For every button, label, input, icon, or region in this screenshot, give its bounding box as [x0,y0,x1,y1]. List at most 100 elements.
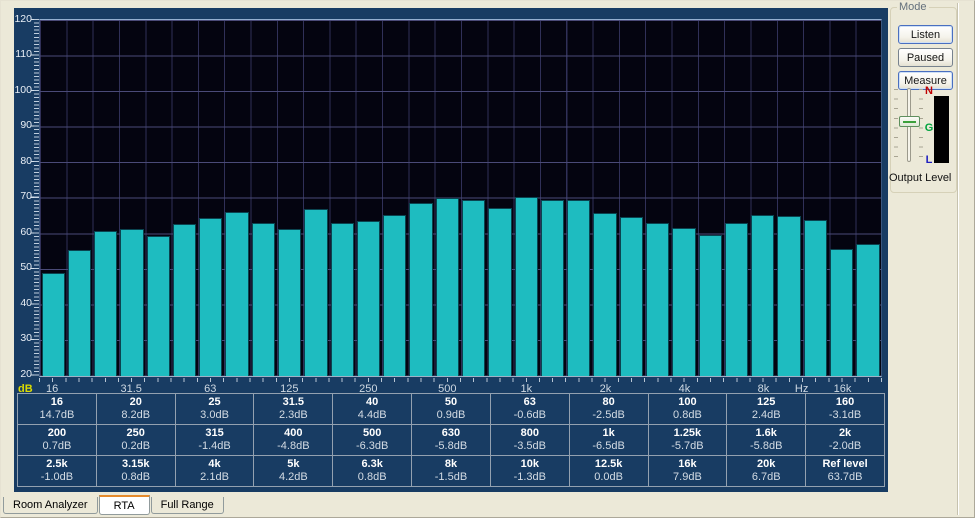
x-axis-tick-label: 2k [599,383,612,395]
spectrum-bar [619,216,643,376]
spectrum-bar [540,200,565,376]
freq-table-row: 16 14.7dB 20 8.2dB 25 3.0dB 31.5 2.3dB 40 4.4dB 50… [17,393,885,425]
bar-slot [355,20,381,376]
spectrum-bar [67,249,92,376]
freq-deviation-value: -2.0dB [828,440,862,452]
bar-slot [776,20,802,376]
freq-cell: 125 2.4dB [726,393,807,425]
freq-band-label: 5k [287,458,300,470]
freq-band-label: 6.3k [361,458,383,470]
bar-slot [618,20,644,376]
freq-deviation-value: 8.2dB [121,409,151,421]
spectrum-bar [645,223,670,376]
bar-slot [723,20,749,376]
freq-cell: 160 -3.1dB [805,393,885,425]
freq-table-row: 2.5k -1.0dB 3.15k 0.8dB 4k 2.1dB 5k 4.2dB 6.3k 0.… [17,455,885,487]
x-axis-tick-label: 1k [520,383,533,395]
tab-room-analyzer[interactable]: Room Analyzer [3,497,98,514]
freq-deviation-value: 6.7dB [751,471,781,483]
level-meter [934,96,949,163]
freq-deviation-value: 2.3dB [278,409,308,421]
meter-label-n: N [925,85,933,97]
freq-cell: 2.5k -1.0dB [17,455,97,487]
freq-band-label: 100 [678,396,697,408]
freq-deviation-value: 63.7dB [827,471,863,483]
bar-slot [434,20,460,376]
spectrum-bar [803,220,827,376]
freq-deviation-value: 14.7dB [39,409,75,421]
freq-deviation-value: 4.2dB [278,471,308,483]
freq-deviation-value: -5.8dB [750,440,783,452]
freq-deviation-value: 4.4dB [357,409,387,421]
spectrum-bar [462,199,486,376]
bar-slot [592,20,618,376]
tab-rta[interactable]: RTA [98,495,150,515]
spectrum-bar [829,248,854,376]
y-axis-tick-label: 40 [20,296,32,309]
freq-cell: 630 -5.8dB [411,424,491,456]
spectrum-bar [435,198,459,376]
bar-slot [513,20,539,376]
x-axis-tick-label: 500 [438,383,457,395]
freq-cell: 31.5 2.3dB [253,393,334,425]
freq-deviation-value: 2.1dB [200,471,229,483]
spectrum-bar [514,197,538,376]
frequency-table: 16 14.7dB 20 8.2dB 25 3.0dB 31.5 2.3dB 40 4.4dB 50… [17,393,885,487]
freq-cell: 5k 4.2dB [253,455,334,487]
paused-button[interactable]: Paused [898,48,953,67]
bar-slot [750,20,776,376]
freq-deviation-value: -1.0dB [40,471,74,483]
freq-deviation-value: 2.4dB [751,409,781,421]
bar-slot [697,20,723,376]
bar-slot [382,20,408,376]
x-axis-tick-label: 125 [280,383,299,395]
spectrum-bar [304,209,328,376]
bar-slot [66,20,92,376]
tab-full-range[interactable]: Full Range [150,497,224,514]
spectrum-bar [94,231,118,376]
freq-cell: 50 0.9dB [411,393,491,425]
mode-groupbox-caption: Mode [897,1,929,13]
freq-band-label: 16 [50,396,64,408]
freq-band-label: 250 [126,427,145,439]
measure-button[interactable]: Measure [898,71,953,90]
freq-cell: 3.15k 0.8dB [95,455,176,487]
y-axis-minor-ticks [34,19,39,376]
freq-cell: 100 0.8dB [647,393,728,425]
bar-slot [224,20,250,376]
freq-deviation-value: 0.7dB [42,440,72,452]
freq-deviation-value: 3.0dB [200,409,229,421]
spectrum-bar [698,235,722,376]
freq-cell: 10k -1.3dB [489,455,570,487]
bar-slot [198,20,224,376]
y-axis-tick-label: 20 [20,368,32,380]
y-axis-tick-label: 100 [14,83,32,96]
freq-band-label: 500 [362,427,382,439]
bar-slot [171,20,197,376]
freq-cell: 40 4.4dB [332,393,413,425]
y-axis-tick-label: 60 [20,225,32,238]
output-level-slider-thumb[interactable] [899,116,920,127]
freq-deviation-value: -6.5dB [592,440,625,452]
spectrum-bar [751,215,775,376]
freq-table-row: 200 0.7dB 250 0.2dB 315 -1.4dB 400 -4.8dB 500 -6.… [17,424,885,456]
freq-band-label: 315 [205,427,224,439]
freq-band-label: 12.5k [594,458,623,470]
spectrum-bar [356,221,381,376]
freq-band-label: 400 [284,427,303,439]
freq-band-label: 10k [520,458,539,470]
bar-slot [145,20,171,376]
bar-slot [828,20,854,376]
listen-button[interactable]: Listen [898,25,953,44]
freq-cell: 250 0.2dB [95,424,176,456]
freq-cell: 800 -3.5dB [489,424,570,456]
freq-cell: Ref level 63.7dB [805,455,885,487]
spectrum-bar [278,228,302,376]
bar-slot [802,20,828,376]
y-axis-tick-label: 110 [15,48,32,61]
freq-cell: 500 -6.3dB [332,424,413,456]
spectrum-bar [383,215,407,376]
chart-panel: 120 110 100 90 80 70 60 50 40 30 20 dB 16 31.5 63 125… [14,8,888,492]
freq-cell: 315 -1.4dB [174,424,255,456]
